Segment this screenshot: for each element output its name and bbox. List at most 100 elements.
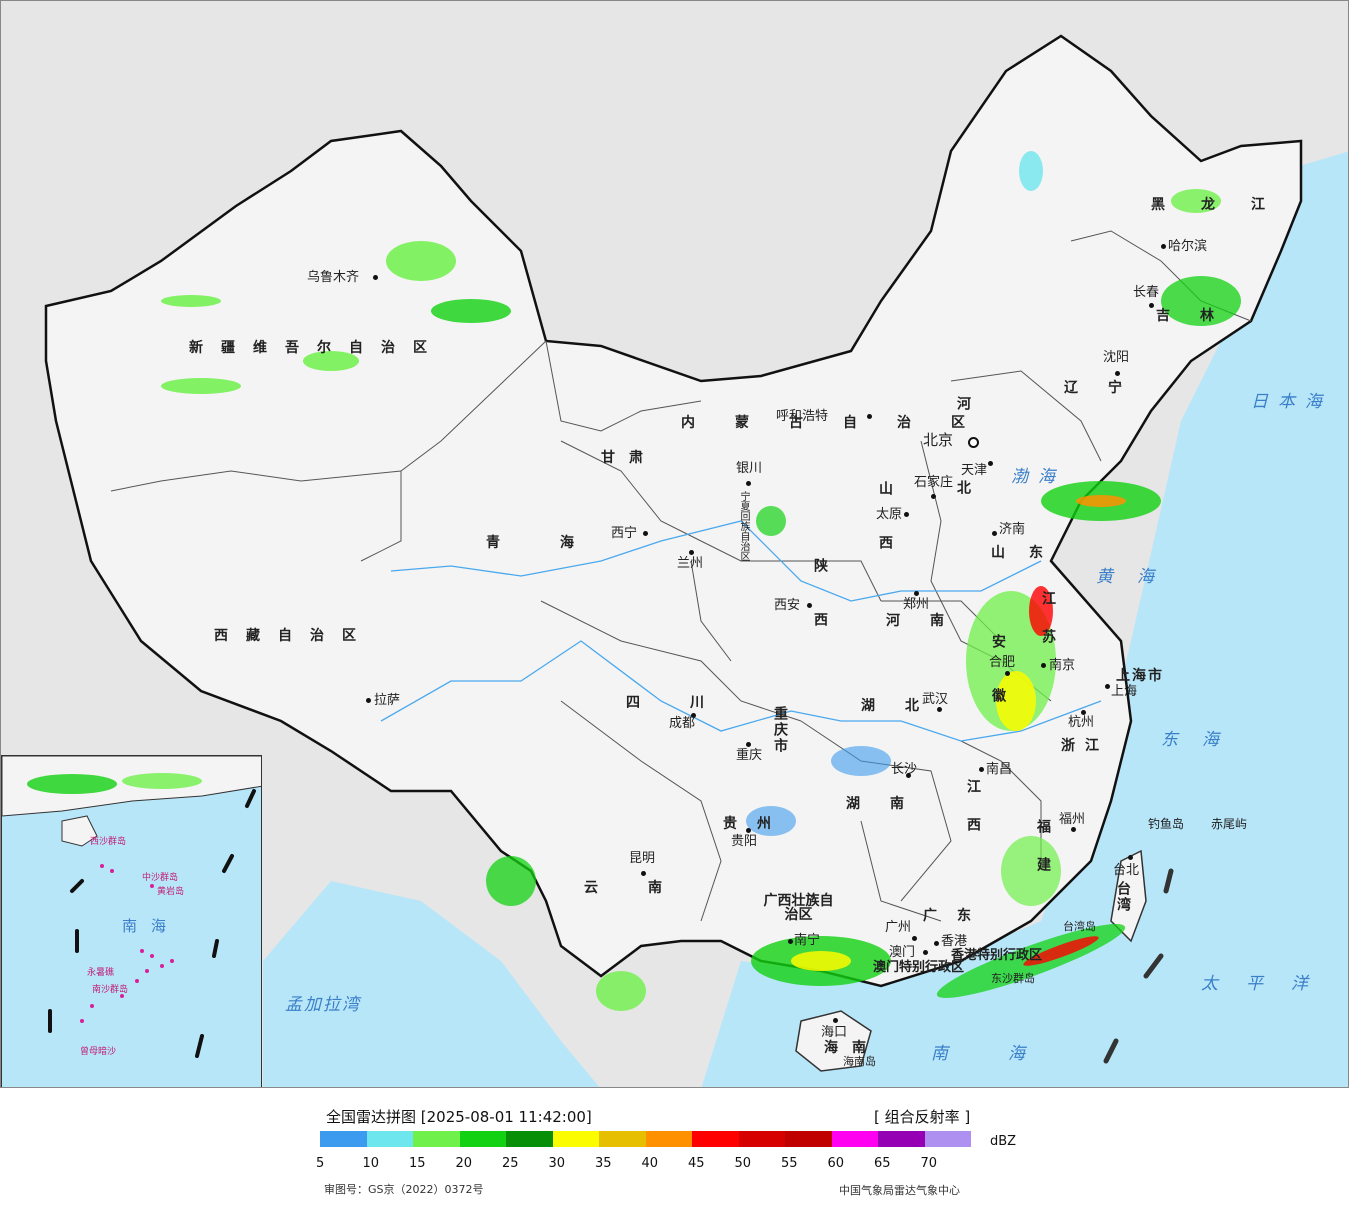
color-scale-ticks: 5 10 15 20 25 30 35 40 45 50 55 60 65 70 bbox=[316, 1156, 956, 1172]
city-label: 西安 bbox=[774, 598, 801, 613]
island-label: 赤尾屿 bbox=[1211, 817, 1248, 831]
city-label: 长春 bbox=[1133, 285, 1160, 300]
legend-title: 全国雷达拼图 [2025-08-01 11:42:00] bbox=[326, 1108, 592, 1126]
city-label: 兰州 bbox=[677, 556, 704, 571]
city-label: 沈阳 bbox=[1103, 350, 1130, 365]
city-dot bbox=[904, 512, 909, 517]
rivers bbox=[380, 520, 1102, 742]
province-label: 重庆市 bbox=[772, 706, 788, 754]
island-label: 钓鱼岛 bbox=[1148, 817, 1185, 831]
color-swatch bbox=[831, 1131, 878, 1147]
city-dot bbox=[1161, 244, 1166, 249]
radar-echoes bbox=[161, 151, 1241, 1011]
inset-label: 西沙群岛 bbox=[90, 837, 127, 847]
province-label: 辽宁 bbox=[1064, 380, 1152, 396]
city-dot bbox=[691, 713, 696, 718]
province-label: 澳门特别行政区 bbox=[873, 960, 965, 975]
province-label: 台湾 bbox=[1115, 881, 1131, 913]
city-dot bbox=[641, 871, 646, 876]
sea-label: 太平洋 bbox=[1201, 974, 1336, 994]
sea-label: 日本海 bbox=[1251, 392, 1332, 412]
island-label: 海南岛 bbox=[843, 1055, 876, 1068]
city-dot bbox=[643, 531, 648, 536]
city-dot bbox=[1105, 684, 1110, 689]
sea-label: 孟加拉湾 bbox=[285, 995, 361, 1015]
province-label: 海南 bbox=[824, 1040, 880, 1056]
city-dot bbox=[1005, 671, 1010, 676]
tick-label: 45 bbox=[688, 1156, 705, 1171]
inset-label: 南沙群岛 bbox=[92, 985, 129, 995]
city-dot bbox=[934, 941, 939, 946]
inset-label: 黄岩岛 bbox=[157, 887, 185, 897]
province-label: 山西 bbox=[877, 481, 893, 589]
inset-label: 永暑礁 bbox=[87, 968, 115, 978]
city-dot bbox=[1128, 855, 1133, 860]
color-swatch bbox=[785, 1131, 832, 1147]
city-dot bbox=[689, 550, 694, 555]
city-dot bbox=[906, 773, 911, 778]
color-swatch bbox=[692, 1131, 739, 1147]
city-label: 石家庄 bbox=[914, 475, 954, 490]
city-label: 澳门 bbox=[889, 945, 916, 960]
city-dot bbox=[746, 828, 751, 833]
city-label: 昆明 bbox=[629, 851, 656, 866]
island-label: 台湾岛 bbox=[1063, 920, 1096, 933]
city-dot bbox=[366, 698, 371, 703]
city-label: 上海 bbox=[1111, 684, 1138, 699]
province-label: 贵州 bbox=[723, 816, 791, 832]
color-swatch bbox=[878, 1131, 925, 1147]
color-swatch bbox=[320, 1131, 367, 1147]
province-label: 香港特别行政区 bbox=[951, 948, 1043, 963]
city-label: 太原 bbox=[876, 507, 903, 522]
sea-label: 渤海 bbox=[1011, 467, 1065, 487]
tick-label: 70 bbox=[920, 1156, 938, 1171]
province-label: 甘肃 bbox=[601, 450, 657, 466]
map-canvas bbox=[44, 34, 1348, 1087]
city-label: 香港 bbox=[941, 934, 968, 949]
city-label: 银川 bbox=[736, 461, 763, 476]
city-dot bbox=[1149, 303, 1154, 308]
city-label: 广州 bbox=[885, 920, 912, 935]
city-label: 台北 bbox=[1113, 863, 1140, 878]
hainan-island bbox=[795, 1010, 872, 1072]
unit-label: dBZ bbox=[990, 1134, 1017, 1149]
city-label: 武汉 bbox=[922, 692, 949, 707]
tick-label: 55 bbox=[781, 1156, 798, 1171]
city-dot bbox=[1115, 371, 1120, 376]
tick-label: 40 bbox=[641, 1156, 659, 1171]
province-label: 河南 bbox=[886, 613, 974, 629]
city-dot bbox=[1041, 663, 1046, 668]
city-dot bbox=[1081, 710, 1086, 715]
city-dot bbox=[788, 939, 793, 944]
city-label: 合肥 bbox=[989, 655, 1016, 670]
tick-label: 50 bbox=[734, 1156, 752, 1171]
city-label: 南宁 bbox=[794, 933, 821, 948]
legend: 全国雷达拼图 [2025-08-01 11:42:00] [ 组合反射率 ] d… bbox=[0, 1088, 1349, 1208]
province-label: 吉林 bbox=[1156, 308, 1244, 324]
city-label: 长沙 bbox=[891, 762, 918, 777]
province-label: 河北 bbox=[955, 396, 971, 564]
city-dot bbox=[992, 531, 997, 536]
city-dot bbox=[979, 767, 984, 772]
city-label: 南昌 bbox=[986, 762, 1013, 777]
color-scale bbox=[320, 1131, 971, 1147]
city-label: 拉萨 bbox=[374, 693, 401, 708]
city-label: 海口 bbox=[821, 1025, 848, 1040]
sea-label: 黄海 bbox=[1096, 567, 1178, 587]
color-swatch bbox=[413, 1131, 460, 1147]
city-dot bbox=[914, 591, 919, 596]
city-label: 重庆 bbox=[736, 748, 763, 763]
tick-label: 5 bbox=[316, 1156, 325, 1171]
city-dot bbox=[1071, 827, 1076, 832]
province-label: 湖北 bbox=[861, 698, 949, 714]
city-label: 成都 bbox=[669, 716, 696, 731]
province-label: 广东 bbox=[923, 908, 991, 924]
city-dot bbox=[912, 936, 917, 941]
province-label: 四川 bbox=[626, 695, 754, 711]
radar-map: 新疆维吾尔自治区 西藏自治区 青海 甘肃 内蒙古自治区 四川 云南 黑龙江 吉林… bbox=[0, 0, 1349, 1088]
province-label: 福建 bbox=[1035, 819, 1051, 895]
city-label: 西宁 bbox=[611, 526, 638, 541]
city-dot bbox=[373, 275, 378, 280]
island-label: 东沙群岛 bbox=[991, 972, 1035, 985]
city-dot bbox=[931, 494, 936, 499]
